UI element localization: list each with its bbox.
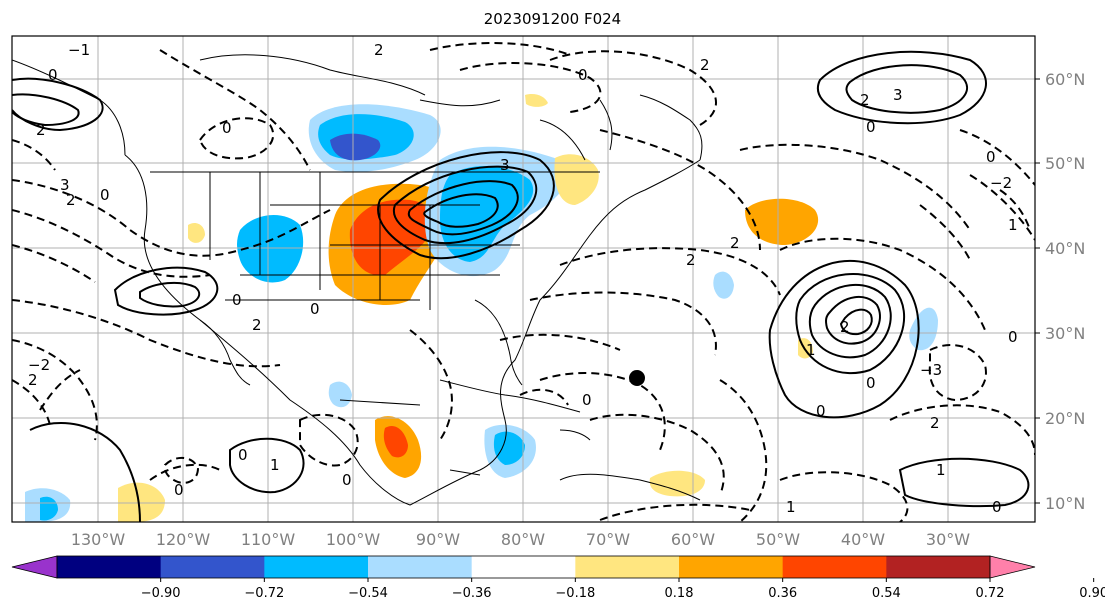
- latitude-label: 10°N: [1045, 494, 1085, 513]
- contour-label: 2: [930, 414, 940, 432]
- colorbar-tick-label: 0.72: [976, 586, 1005, 601]
- colorbar-segment: [886, 556, 991, 578]
- contour-label: 0: [174, 481, 184, 499]
- longitude-label: 90°W: [416, 530, 460, 549]
- latitude-label: 50°N: [1045, 154, 1085, 173]
- gridlines: [12, 36, 1035, 522]
- colorbar-tick-label: −0.18: [555, 586, 595, 601]
- contour-label: 2: [700, 56, 710, 74]
- colorbar-outline: [56, 555, 991, 579]
- colorbar: −0.90 −0.72 −0.54 −0.36 −0.18 0.18 0.36 0.54 0.7…: [11, 555, 1105, 601]
- contour-label: 0: [310, 300, 320, 318]
- storm-marker-dot: [629, 370, 645, 386]
- contour-label: 0: [100, 186, 110, 204]
- contour-label: 2: [686, 251, 696, 269]
- latitude-label: 20°N: [1045, 409, 1085, 428]
- contour-label: 0: [342, 471, 352, 489]
- contour-label: 0: [238, 446, 248, 464]
- longitude-label: 120°W: [156, 530, 211, 549]
- contour-label: 0: [582, 391, 592, 409]
- contour-label: 0: [232, 291, 242, 309]
- colorbar-right-arrow: [989, 555, 1036, 579]
- longitude-label: 110°W: [241, 530, 296, 549]
- contour-label: 0: [222, 119, 232, 137]
- contour-label: 1: [806, 341, 816, 359]
- contour-label: 1: [786, 498, 796, 516]
- contour-label: 0: [48, 66, 58, 84]
- map-frame: [11, 35, 1036, 523]
- colorbar-tick-label: −0.54: [348, 586, 388, 601]
- contour-label: 3: [60, 176, 70, 194]
- contour-label: 0: [578, 66, 588, 84]
- contour-label: 0: [816, 402, 826, 420]
- contour-label: −2: [990, 174, 1012, 192]
- contour-label: 0: [986, 148, 996, 166]
- contour-label: 3: [893, 86, 903, 104]
- longitude-label: 80°W: [501, 530, 545, 549]
- longitude-label: 60°W: [671, 530, 715, 549]
- longitude-axis: 130°W 120°W 110°W 100°W 90°W 80°W 70°W 6…: [71, 530, 970, 549]
- contour-label: 2: [860, 91, 870, 109]
- contour-labels: 0 0 0 0 0 0 0 0 0 0 0 0 0 0 0 0 1 1 1 1 …: [28, 41, 1018, 516]
- contour-label: 2: [730, 234, 740, 252]
- contour-label: 2: [252, 316, 262, 334]
- colorbar-segment: [368, 556, 473, 578]
- longitude-label: 70°W: [586, 530, 630, 549]
- contour-label: 1: [270, 456, 280, 474]
- map-area: 0 0 0 0 0 0 0 0 0 0 0 0 0 0 0 0 1 1 1 1 …: [12, 36, 1035, 522]
- colorbar-tick-label: −0.90: [141, 586, 181, 601]
- contour-label: 0: [866, 118, 876, 136]
- contour-label: 1: [936, 461, 946, 479]
- colorbar-segment: [471, 556, 576, 578]
- colorbar-segment: [264, 556, 369, 578]
- colorbar-segment: [679, 556, 784, 578]
- longitude-label: 30°W: [926, 530, 970, 549]
- contour-label: 2: [36, 121, 46, 139]
- colorbar-tick-label: 0.54: [872, 586, 901, 601]
- latitude-axis: 60°N 50°N 40°N 30°N 20°N 10°N: [1035, 70, 1085, 513]
- colorbar-tick-label: 0.18: [665, 586, 694, 601]
- contour-label: −1: [68, 41, 90, 59]
- contour-label: 2: [28, 371, 38, 389]
- contour-label: 0: [992, 498, 1002, 516]
- colorbar-tick-label: −0.36: [452, 586, 492, 601]
- longitude-label: 50°W: [756, 530, 800, 549]
- contour-label: 2: [374, 41, 384, 59]
- contour-label: 0: [1008, 328, 1018, 346]
- contour-label: 2: [66, 191, 76, 209]
- map-title: 2023091200 F024: [483, 10, 622, 28]
- contour-lines: [12, 42, 1035, 522]
- longitude-label: 40°W: [841, 530, 885, 549]
- latitude-label: 30°N: [1045, 324, 1085, 343]
- colorbar-tick-label: 0.90: [1079, 586, 1105, 601]
- latitude-label: 60°N: [1045, 70, 1085, 89]
- contour-label: 1: [1008, 216, 1018, 234]
- latitude-label: 40°N: [1045, 239, 1085, 258]
- longitude-label: 100°W: [326, 530, 381, 549]
- contour-label: −2: [28, 356, 50, 374]
- colorbar-segment: [575, 556, 680, 578]
- colorbar-left-arrow: [11, 555, 58, 579]
- colorbar-segment: [782, 556, 887, 578]
- contour-label: −3: [920, 361, 942, 379]
- colorbar-segment: [160, 556, 265, 578]
- contour-label: 2: [840, 318, 850, 336]
- contour-label: 3: [500, 156, 510, 174]
- contour-label: 0: [866, 374, 876, 392]
- colorbar-segment: [57, 556, 162, 578]
- colorbar-tick-label: −0.72: [244, 586, 284, 601]
- longitude-label: 130°W: [71, 530, 126, 549]
- colorbar-tick-label: 0.36: [768, 586, 797, 601]
